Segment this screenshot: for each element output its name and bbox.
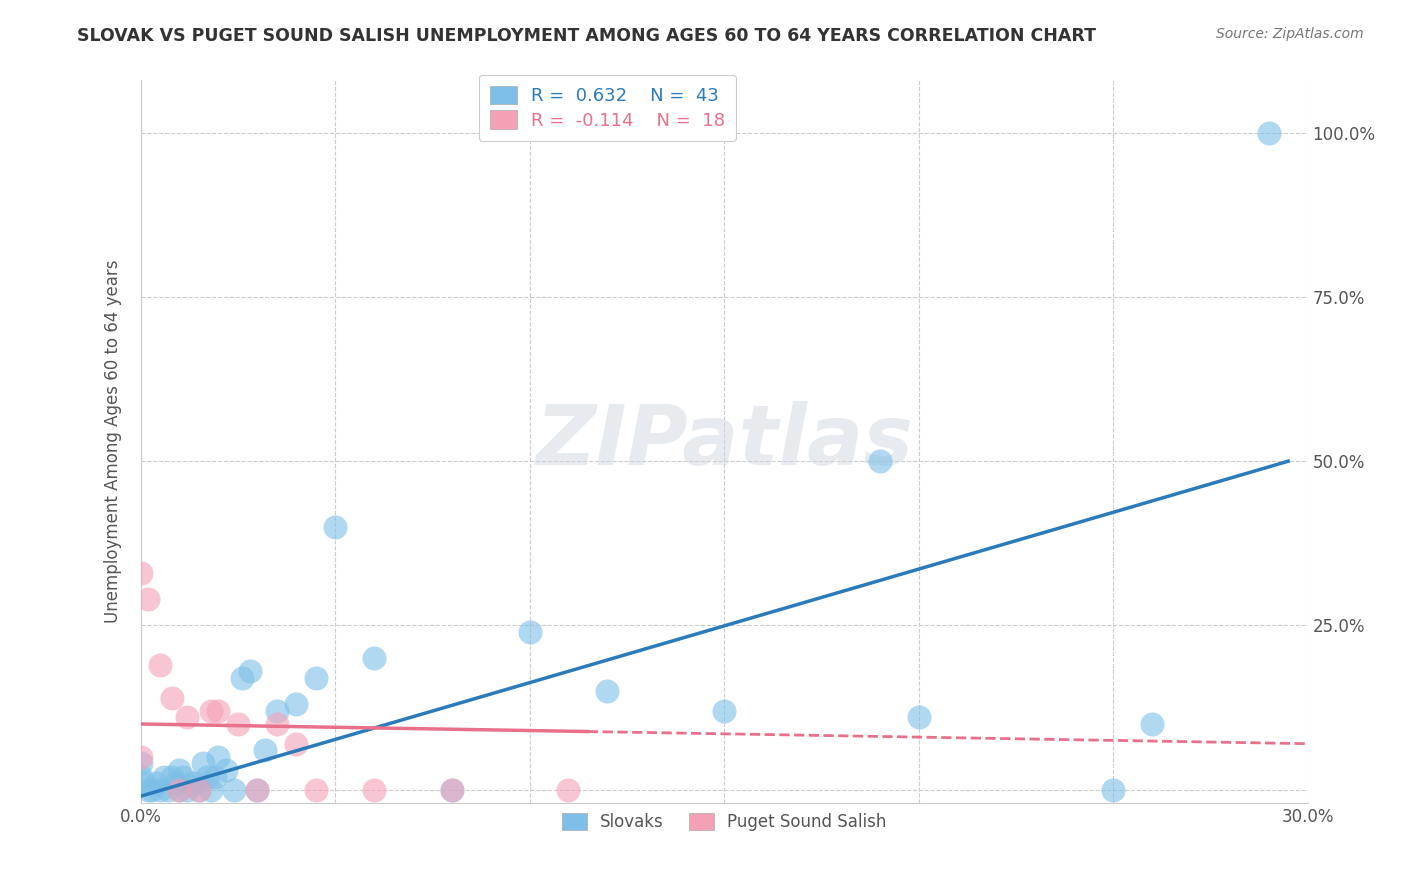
Point [226, 717, 249, 731]
Point [129, 566, 152, 580]
Text: SLOVAK VS PUGET SOUND SALISH UNEMPLOYMENT AMONG AGES 60 TO 64 YEARS CORRELATION : SLOVAK VS PUGET SOUND SALISH UNEMPLOYMEN… [77, 27, 1097, 45]
Point [557, 782, 579, 797]
Point [165, 776, 187, 790]
Point [145, 776, 167, 790]
Point [138, 782, 160, 797]
Point [285, 737, 308, 751]
Point [188, 782, 211, 797]
Point [195, 770, 218, 784]
Point [141, 782, 163, 797]
Point [169, 782, 191, 797]
Point [215, 763, 238, 777]
Legend: Slovaks, Puget Sound Salish: Slovaks, Puget Sound Salish [555, 806, 893, 838]
Point [713, 704, 735, 718]
Point [246, 782, 269, 797]
Point [207, 704, 229, 718]
Point [200, 704, 222, 718]
Point [266, 704, 288, 718]
Point [184, 776, 207, 790]
Point [869, 454, 891, 468]
Point [222, 782, 245, 797]
Point [440, 782, 463, 797]
Point [440, 782, 463, 797]
Point [285, 698, 308, 712]
Point [238, 665, 260, 679]
Point [207, 749, 229, 764]
Point [169, 763, 191, 777]
Point [596, 684, 619, 698]
Point [907, 710, 929, 724]
Point [149, 782, 172, 797]
Point [231, 671, 253, 685]
Point [191, 756, 214, 771]
Point [156, 782, 179, 797]
Point [176, 782, 198, 797]
Point [129, 749, 152, 764]
Point [153, 770, 176, 784]
Y-axis label: Unemployment Among Ages 60 to 64 years: Unemployment Among Ages 60 to 64 years [104, 260, 122, 624]
Point [305, 782, 328, 797]
Point [254, 743, 277, 757]
Point [363, 782, 385, 797]
Point [138, 592, 160, 607]
Point [1140, 717, 1163, 731]
Point [1102, 782, 1125, 797]
Point [305, 671, 328, 685]
Point [134, 776, 156, 790]
Point [129, 770, 152, 784]
Text: Source: ZipAtlas.com: Source: ZipAtlas.com [1216, 27, 1364, 41]
Point [169, 782, 191, 797]
Point [200, 782, 222, 797]
Point [129, 756, 152, 771]
Point [160, 770, 183, 784]
Point [180, 776, 202, 790]
Point [160, 690, 183, 705]
Point [363, 651, 385, 665]
Point [188, 782, 211, 797]
Point [204, 770, 226, 784]
Point [266, 717, 288, 731]
Text: ZIPatlas: ZIPatlas [536, 401, 912, 482]
Point [149, 657, 172, 672]
Point [176, 710, 198, 724]
Point [519, 625, 541, 640]
Point [246, 782, 269, 797]
Point [172, 770, 194, 784]
Point [323, 520, 346, 534]
Point [1257, 126, 1279, 140]
